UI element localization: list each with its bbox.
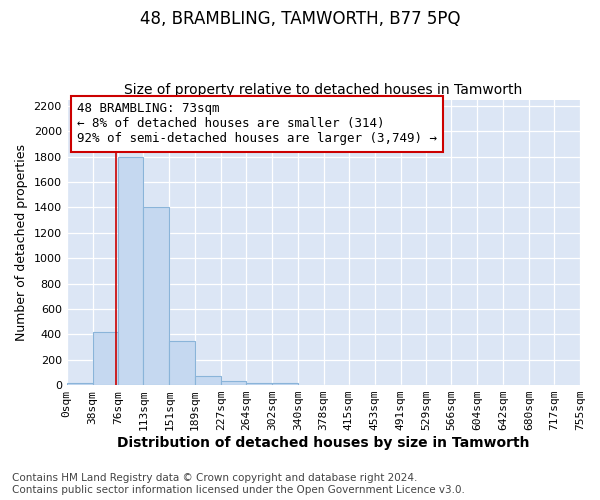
Text: 48 BRAMBLING: 73sqm
← 8% of detached houses are smaller (314)
92% of semi-detach: 48 BRAMBLING: 73sqm ← 8% of detached hou… — [77, 102, 437, 146]
Text: Contains HM Land Registry data © Crown copyright and database right 2024.
Contai: Contains HM Land Registry data © Crown c… — [12, 474, 465, 495]
Text: 48, BRAMBLING, TAMWORTH, B77 5PQ: 48, BRAMBLING, TAMWORTH, B77 5PQ — [140, 10, 460, 28]
Bar — [118, 156, 143, 385]
Y-axis label: Number of detached properties: Number of detached properties — [15, 144, 28, 341]
X-axis label: Distribution of detached houses by size in Tamworth: Distribution of detached houses by size … — [117, 436, 530, 450]
Bar — [272, 383, 298, 385]
Bar — [143, 208, 169, 385]
Bar — [67, 383, 92, 385]
Title: Size of property relative to detached houses in Tamworth: Size of property relative to detached ho… — [124, 83, 523, 97]
Bar — [246, 382, 272, 385]
Bar — [221, 382, 246, 385]
Bar — [169, 340, 195, 385]
Bar — [195, 376, 221, 385]
Bar — [92, 332, 118, 385]
